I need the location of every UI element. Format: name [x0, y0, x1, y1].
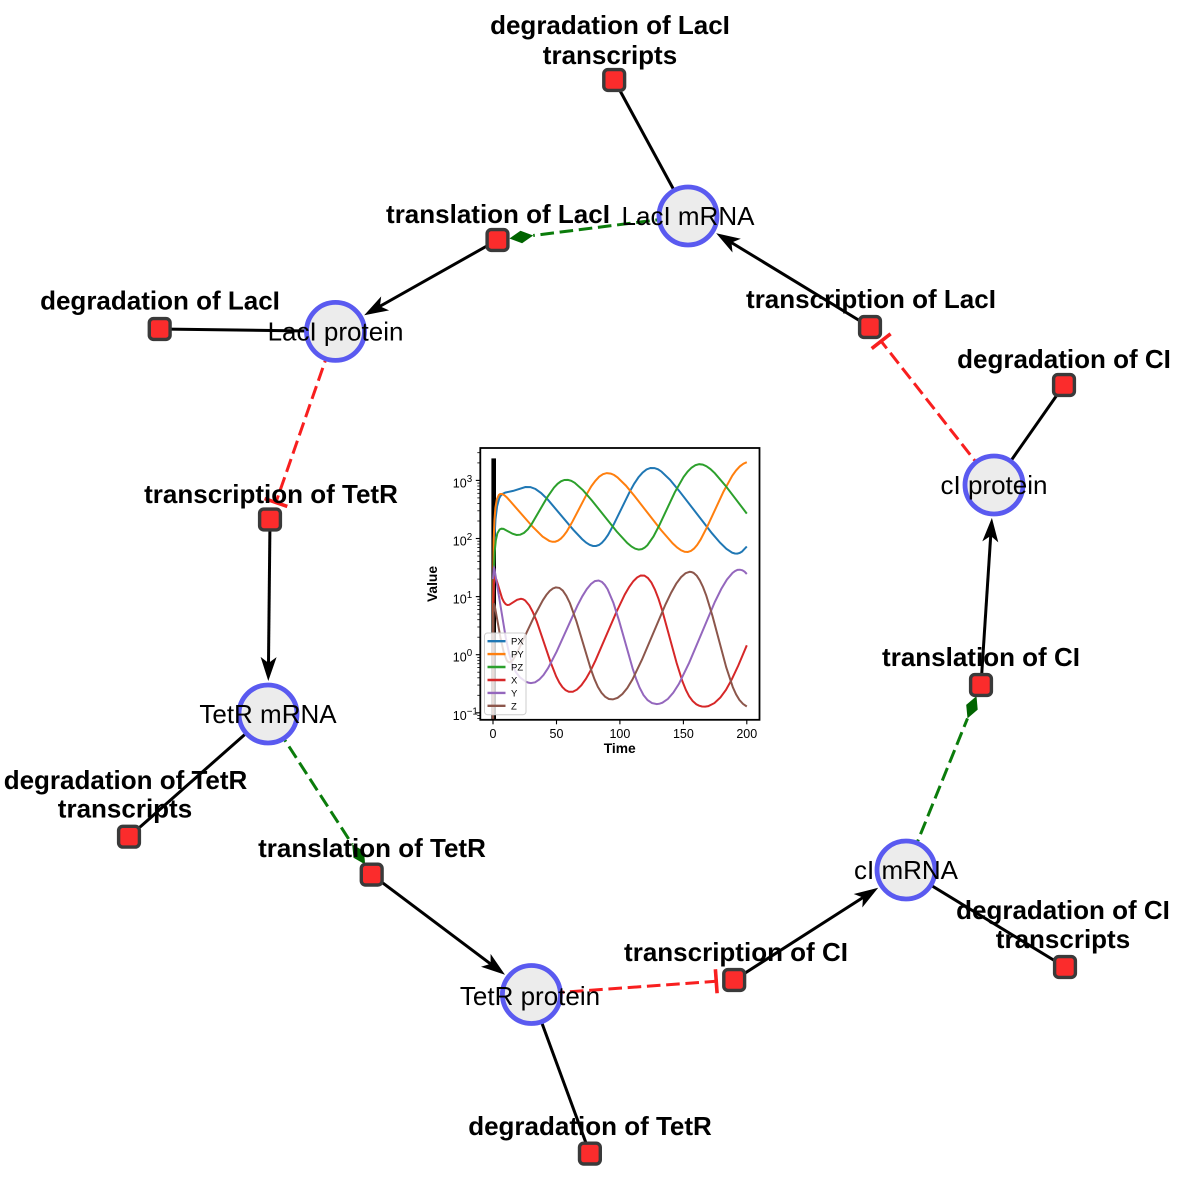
svg-text:TetR mRNA: TetR mRNA	[199, 699, 337, 729]
svg-text:transcription of TetR: transcription of TetR	[144, 479, 398, 509]
svg-text:cI protein: cI protein	[941, 470, 1048, 500]
svg-text:translation of CI: translation of CI	[882, 642, 1080, 672]
svg-text:Y: Y	[511, 688, 518, 699]
svg-text:transcripts: transcripts	[543, 40, 677, 70]
svg-text:100: 100	[609, 727, 630, 741]
svg-text:10−1: 10−1	[453, 706, 478, 723]
svg-text:PY: PY	[511, 650, 524, 661]
svg-text:103: 103	[453, 474, 473, 491]
svg-text:transcription of CI: transcription of CI	[624, 937, 848, 967]
svg-text:Z: Z	[511, 701, 517, 712]
svg-text:TetR protein: TetR protein	[460, 981, 600, 1011]
svg-text:100: 100	[453, 648, 473, 665]
svg-text:102: 102	[453, 532, 472, 549]
svg-text:101: 101	[453, 590, 472, 607]
svg-text:degradation of TetR: degradation of TetR	[468, 1111, 712, 1141]
svg-text:Value: Value	[425, 566, 440, 602]
svg-text:degradation of LacI: degradation of LacI	[40, 286, 280, 316]
svg-text:0: 0	[490, 727, 497, 741]
svg-text:X: X	[511, 676, 518, 687]
svg-text:transcripts: transcripts	[58, 794, 192, 824]
svg-text:transcription of LacI: transcription of LacI	[746, 284, 996, 314]
svg-text:degradation of CI: degradation of CI	[956, 895, 1170, 925]
svg-text:degradation of CI: degradation of CI	[957, 344, 1171, 374]
svg-text:degradation of LacI: degradation of LacI	[490, 10, 730, 40]
svg-text:150: 150	[673, 727, 694, 741]
svg-text:transcripts: transcripts	[996, 924, 1130, 954]
svg-text:PZ: PZ	[511, 663, 523, 674]
svg-text:translation of TetR: translation of TetR	[258, 833, 486, 863]
svg-text:200: 200	[736, 727, 757, 741]
svg-text:LacI mRNA: LacI mRNA	[622, 201, 756, 231]
svg-text:LacI protein: LacI protein	[268, 316, 404, 346]
svg-text:cI mRNA: cI mRNA	[854, 855, 959, 885]
svg-text:degradation of TetR: degradation of TetR	[4, 765, 248, 795]
svg-text:PX: PX	[511, 637, 524, 648]
svg-text:50: 50	[550, 727, 564, 741]
svg-text:translation of LacI: translation of LacI	[386, 199, 610, 229]
svg-text:Time: Time	[604, 741, 636, 756]
